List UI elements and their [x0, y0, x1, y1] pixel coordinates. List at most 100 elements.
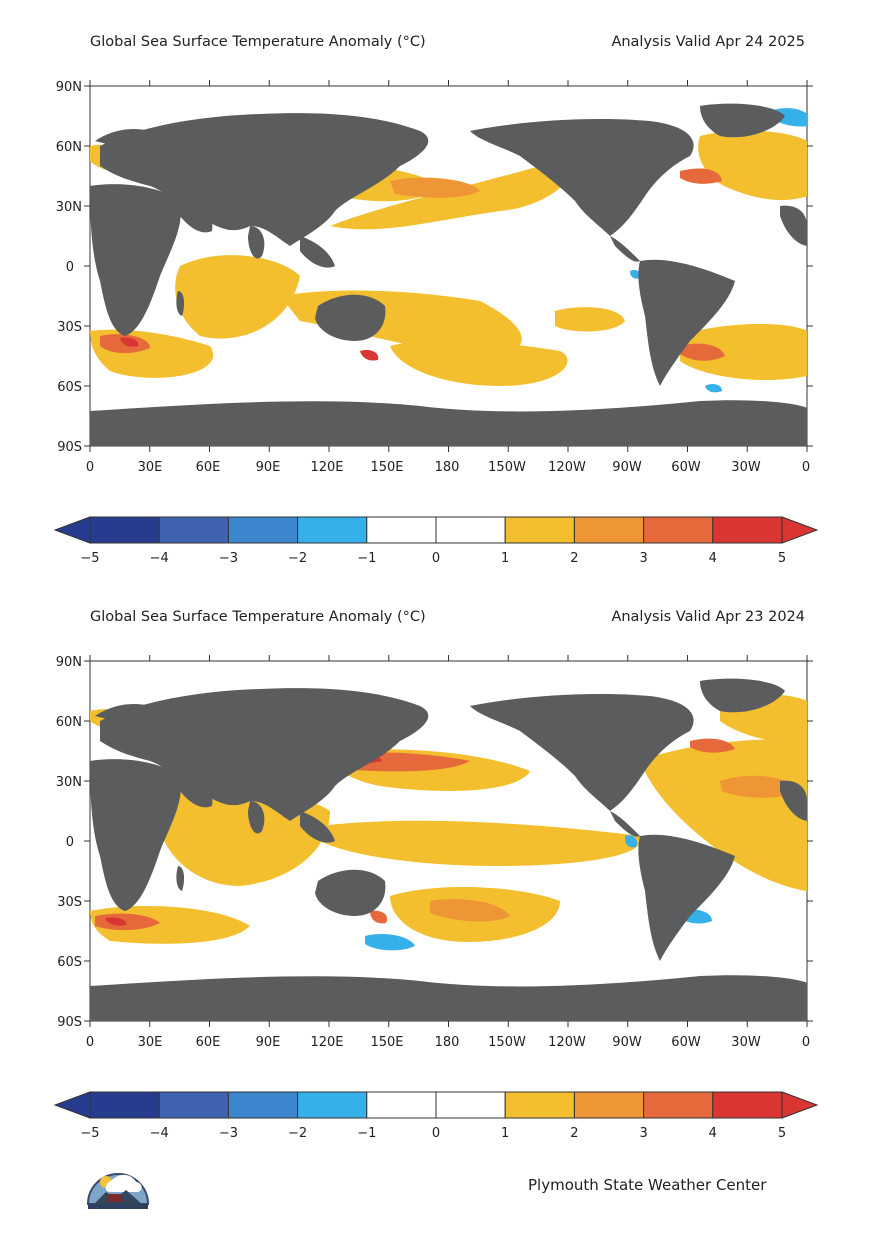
sst-map: 90N 60N 30N 0 30S 60S 90S 0 30E 60E 90E … — [0, 655, 880, 1071]
colorbar-right-arrow — [781, 1091, 819, 1119]
lat-tick: 90N — [56, 80, 82, 95]
lon-tick: 150W — [488, 460, 526, 475]
arabia — [180, 200, 213, 233]
map-panel-2025: Global Sea Surface Temperature Anomaly (… — [0, 34, 880, 574]
lat-tick: 30N — [56, 200, 82, 215]
lat-tick: 0 — [66, 260, 74, 275]
lon-ticks: 0 30E 60E 90E 120E 150E 180 150W 120W 90… — [86, 1035, 810, 1050]
map-panel-2024: Global Sea Surface Temperature Anomaly (… — [0, 609, 880, 1149]
valid-date: Analysis Valid Apr 23 2024 — [611, 609, 805, 625]
map-title: Global Sea Surface Temperature Anomaly (… — [90, 34, 426, 50]
antarctica — [90, 975, 807, 1021]
lon-tick: 90E — [256, 460, 281, 475]
colorbar-svg: −5 −4 −3 −2 −1 0 1 2 3 4 5 — [53, 516, 819, 566]
lat-tick: 30S — [57, 895, 82, 910]
colorbar-label: −3 — [219, 551, 238, 566]
lon-tick: 180 — [435, 460, 460, 475]
australia — [315, 294, 386, 341]
lon-tick: 30W — [731, 1035, 761, 1050]
colorbar: −5 −4 −3 −2 −1 0 1 2 3 4 5 — [0, 514, 880, 574]
greenland — [700, 678, 785, 713]
colorbar-swatch — [435, 516, 506, 544]
europe-north — [95, 704, 150, 723]
colorbar-label: −2 — [288, 1126, 307, 1141]
lon-tick: 180 — [435, 1035, 460, 1050]
colorbar-label: −1 — [357, 1126, 376, 1141]
lat-tick: 90S — [57, 440, 82, 455]
colorbar-swatch — [158, 1091, 229, 1119]
lat-ticks: 90N 60N 30N 0 30S 60S 90S — [56, 80, 82, 455]
se-asia — [300, 811, 335, 843]
colorbar-swatch — [712, 516, 783, 544]
colorbar-label: −5 — [80, 1126, 99, 1141]
colorbar-label: 0 — [432, 551, 440, 566]
colorbar-svg: −5 −4 −3 −2 −1 0 1 2 3 4 5 — [53, 1091, 819, 1141]
south-america — [638, 259, 735, 386]
colorbar-swatch — [158, 516, 229, 544]
colorbar-label: 4 — [709, 1126, 717, 1141]
colorbar-label: 5 — [778, 551, 786, 566]
valid-date: Analysis Valid Apr 24 2025 — [611, 34, 805, 50]
lon-tick: 30E — [138, 460, 163, 475]
europe-north — [95, 129, 150, 148]
colorbar-label: −3 — [219, 1126, 238, 1141]
colorbar-swatch — [643, 516, 714, 544]
colorbar-label: 3 — [639, 551, 647, 566]
north-america — [470, 694, 694, 811]
india — [248, 801, 265, 834]
central-america — [610, 236, 640, 262]
land-masses — [90, 678, 807, 1021]
strong-warm-anomalies — [100, 168, 725, 361]
lon-tick: 120E — [310, 460, 343, 475]
antarctica — [90, 400, 807, 446]
lon-tick: 120W — [548, 1035, 586, 1050]
colorbar-swatch — [504, 1091, 575, 1119]
eurasia — [100, 113, 429, 246]
lat-tick: 30N — [56, 775, 82, 790]
south-america — [638, 834, 735, 961]
colorbar-label: 0 — [432, 1126, 440, 1141]
colorbar-swatch — [297, 516, 368, 544]
india — [248, 226, 265, 259]
lon-tick: 0 — [802, 460, 810, 475]
eurasia — [100, 688, 429, 821]
colorbar-swatch — [366, 1091, 437, 1119]
lat-tick: 90N — [56, 655, 82, 670]
lat-tick: 60S — [57, 955, 82, 970]
colorbar-label: 5 — [778, 1126, 786, 1141]
africa — [90, 759, 181, 911]
colorbar-label: −1 — [357, 551, 376, 566]
lon-tick: 150E — [370, 1035, 403, 1050]
colorbar-right-arrow — [781, 516, 819, 544]
north-america — [470, 119, 694, 236]
africa — [90, 184, 181, 336]
colorbar: −5 −4 −3 −2 −1 0 1 2 3 4 5 — [0, 1089, 880, 1149]
madagascar — [176, 291, 185, 316]
colorbar-label: 2 — [570, 551, 578, 566]
colorbar-swatch — [227, 516, 299, 544]
arabia — [180, 775, 213, 808]
lon-tick: 30E — [138, 1035, 163, 1050]
colorbar-left-arrow — [53, 516, 91, 544]
map-title: Global Sea Surface Temperature Anomaly (… — [90, 609, 426, 625]
colorbar-swatch — [573, 1091, 645, 1119]
sst-map: 90N 60N 30N 0 30S 60S 90S 0 30E 60E 90E … — [0, 80, 880, 496]
colorbar-swatch — [89, 1091, 160, 1119]
land-masses — [90, 103, 807, 446]
credit-text: Plymouth State Weather Center — [528, 1176, 767, 1194]
lon-tick: 0 — [86, 460, 94, 475]
colorbar-label: 1 — [501, 551, 509, 566]
lon-tick: 150E — [370, 460, 403, 475]
lat-ticks: 90N 60N 30N 0 30S 60S 90S — [56, 655, 82, 1030]
west-africa-bulge — [780, 780, 807, 821]
lon-tick: 60W — [671, 460, 701, 475]
colorbar-swatch — [227, 1091, 299, 1119]
colorbar-label: −4 — [150, 551, 169, 566]
central-america — [610, 811, 640, 837]
colorbar-label: 4 — [709, 551, 717, 566]
colorbar-label: 1 — [501, 1126, 509, 1141]
colorbar-swatch — [504, 516, 575, 544]
sst-map-svg: 90N 60N 30N 0 30S 60S 90S 0 30E 60E 90E … — [56, 655, 813, 1050]
lat-tick: 90S — [57, 1015, 82, 1030]
colorbar-label: −5 — [80, 551, 99, 566]
